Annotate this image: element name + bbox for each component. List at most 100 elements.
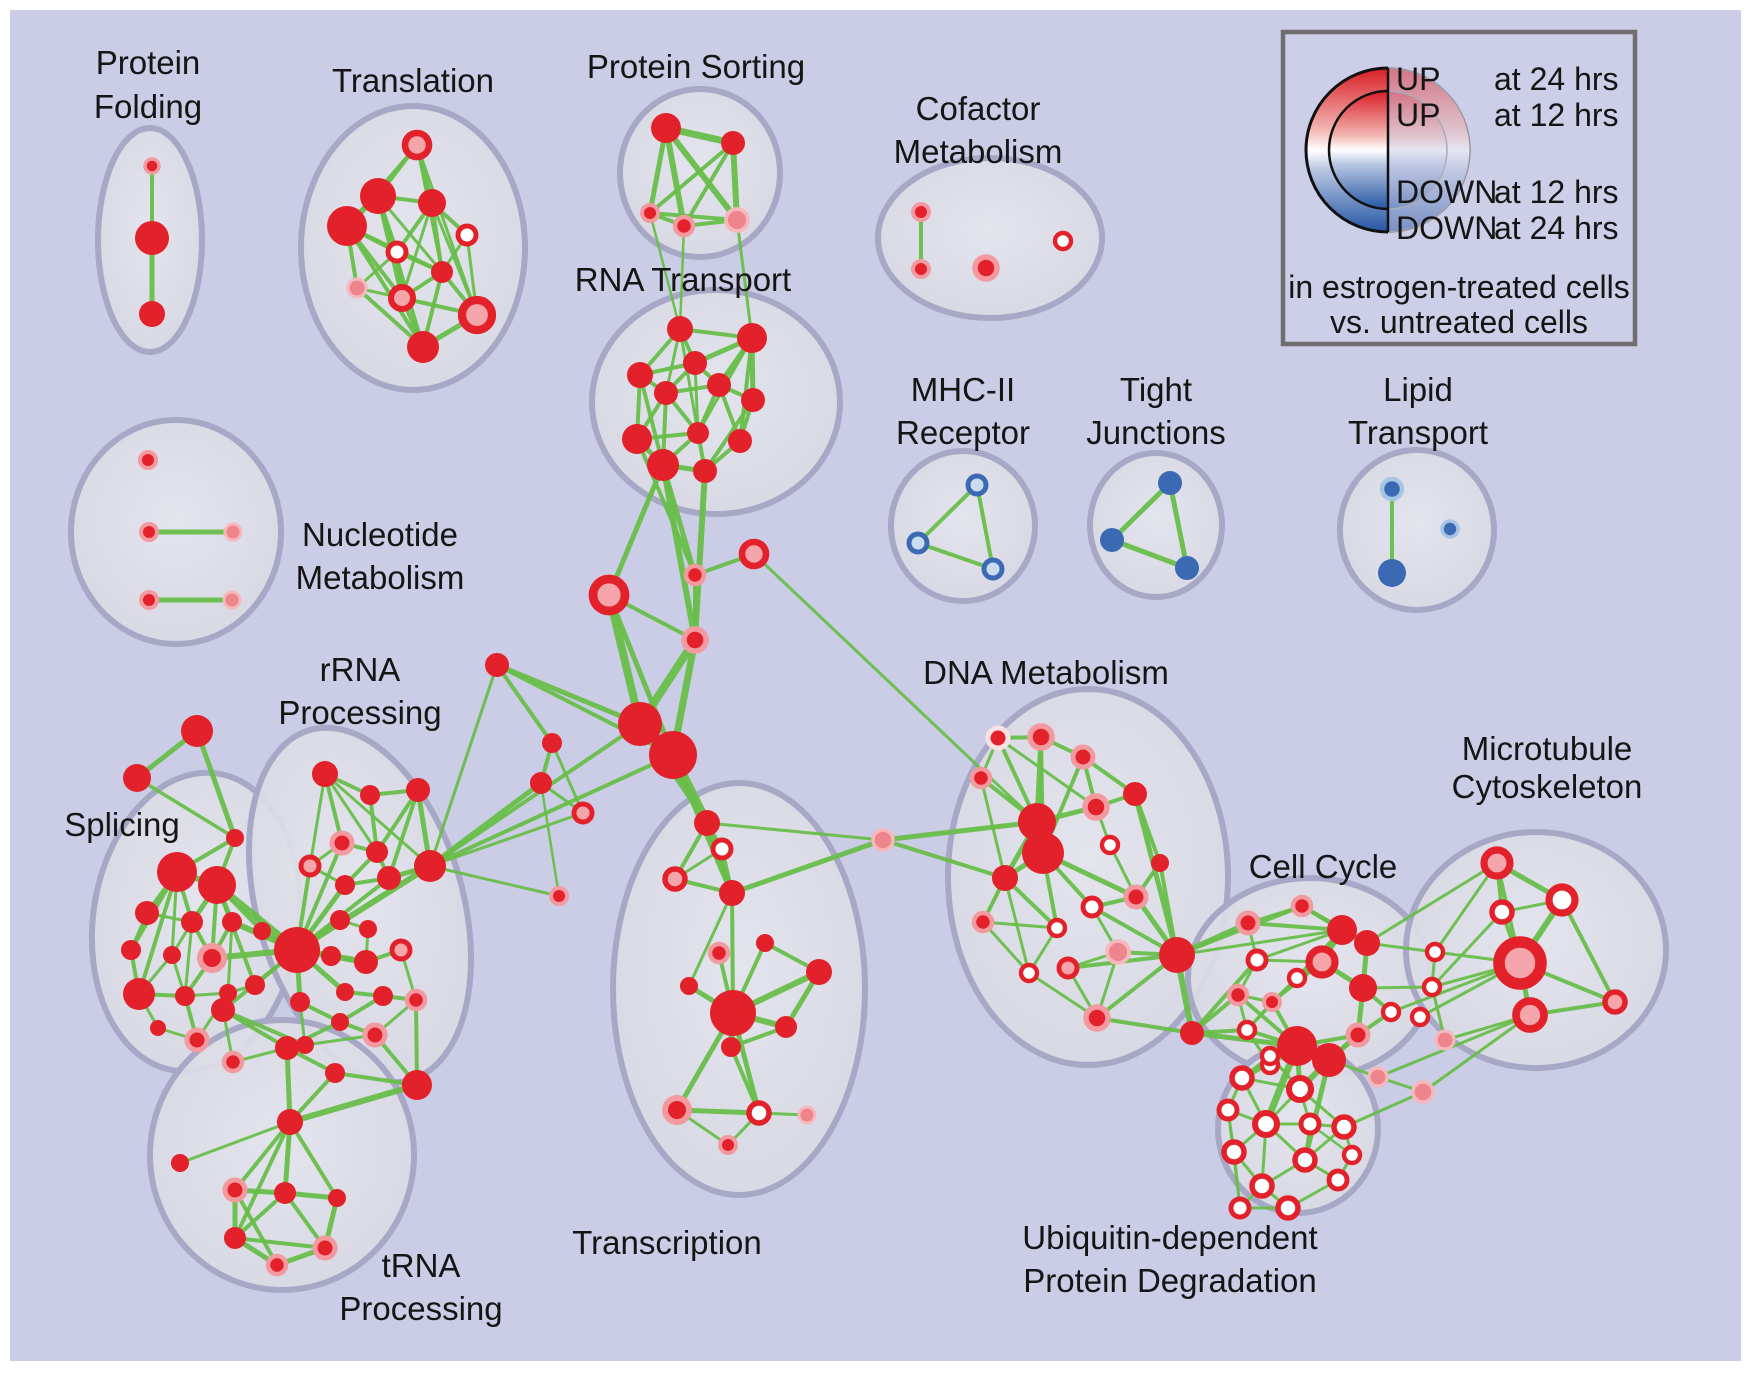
network-edge xyxy=(678,327,700,435)
network-node-red-solid xyxy=(728,429,752,453)
network-node-red-ring-white xyxy=(1285,1074,1315,1104)
network-node-red-solid xyxy=(710,990,756,1036)
network-node-red-halo-pink xyxy=(718,1135,738,1155)
network-node-red-solid xyxy=(622,424,652,454)
network-edge xyxy=(606,462,666,598)
network-edge xyxy=(308,772,327,868)
network-edge xyxy=(1190,958,1259,1035)
network-node-red-solid xyxy=(1349,974,1377,1002)
network-node-red-ring-white xyxy=(1259,1045,1281,1067)
network-node-red-ring-white xyxy=(1331,1114,1357,1140)
network-edge xyxy=(605,591,644,728)
network-node-red-halo-pink xyxy=(139,522,159,542)
network-node-red-solid xyxy=(647,449,679,481)
network-node-red-ring-white xyxy=(1236,1019,1258,1041)
network-node-red-solid xyxy=(680,977,698,995)
network-node-red-halo-pink xyxy=(184,1027,210,1053)
translation-label: Translation xyxy=(332,62,494,99)
network-node-red-solid xyxy=(135,221,169,255)
network-node-red-ring-white xyxy=(455,223,479,247)
network-node-red-solid xyxy=(135,901,159,925)
network-node-red-ring-white xyxy=(710,837,734,861)
network-node-red-halo-pink xyxy=(1123,884,1149,910)
network-node-blue-ring xyxy=(981,557,1005,581)
network-node-red-solid xyxy=(290,992,310,1012)
network-edge xyxy=(678,224,686,331)
network-node-red-solid xyxy=(694,810,720,836)
network-node-red-solid xyxy=(328,1189,346,1207)
network-node-red-ring-white xyxy=(1046,917,1068,939)
legend-outer-left-arc xyxy=(1304,66,1389,234)
network-node-red-solid xyxy=(1354,930,1380,956)
network-edge xyxy=(981,920,1031,975)
network-edge xyxy=(428,663,499,868)
network-node-red-halo-pink xyxy=(312,1235,338,1261)
legend-row-time: at 12 hrs xyxy=(1494,174,1619,210)
network-edge xyxy=(345,224,425,349)
network-node-red-solid xyxy=(649,731,697,779)
network-node-red-ring-white xyxy=(1275,1195,1301,1221)
network-node-red-ring-pink xyxy=(1056,956,1080,980)
network-node-red-solid xyxy=(737,323,767,353)
legend-box: UP at 24 hrs UP at 12 hrs DOWN at 12 hrs… xyxy=(1280,29,1638,347)
network-node-red-solid xyxy=(321,946,341,966)
network-node-red-solid xyxy=(1123,782,1147,806)
network-node-red-ring-pink xyxy=(588,574,630,616)
legend-row-time: at 24 hrs xyxy=(1494,61,1619,97)
network-node-red-halo-pink xyxy=(681,626,709,654)
network-edge xyxy=(183,920,194,998)
network-node-red-solid xyxy=(1327,915,1357,945)
rna-transport-label: RNA Transport xyxy=(575,261,791,298)
network-edge xyxy=(687,891,734,988)
network-node-red-ring-white xyxy=(1221,1139,1247,1165)
network-node-red-solid xyxy=(402,1070,432,1100)
network-node-red-solid xyxy=(756,934,774,952)
network-node-red-solid xyxy=(198,866,236,904)
mhc-ii-receptor-label: Receptor xyxy=(896,414,1030,451)
network-edge xyxy=(428,753,675,868)
network-node-red-solid xyxy=(171,1154,189,1172)
legend-row-dir: UP xyxy=(1396,97,1440,133)
network-edge xyxy=(981,920,1059,930)
network-node-red-solid xyxy=(406,778,430,802)
network-node-red-halo-pink xyxy=(911,202,931,222)
network-node-red-solid xyxy=(418,189,446,217)
legend-inner-left-arc xyxy=(1327,89,1389,211)
network-node-red-solid xyxy=(431,261,453,283)
network-node-red-halo-pink xyxy=(222,1177,248,1203)
network-node-red-solid xyxy=(719,880,745,906)
network-node-red-ring-white xyxy=(1421,976,1443,998)
network-node-pink-solid xyxy=(222,590,242,610)
network-node-red-halo-pink xyxy=(971,910,995,934)
network-node-red-ring-white xyxy=(385,240,409,264)
network-edge xyxy=(648,141,735,215)
network-node-red-solid xyxy=(618,702,662,746)
network-edge xyxy=(916,541,995,571)
network-edge xyxy=(703,398,755,473)
network-node-red-halo-pink xyxy=(1262,992,1282,1012)
network-edge xyxy=(916,483,979,545)
network-edge xyxy=(705,821,885,842)
cluster-tight-junctions xyxy=(1087,450,1225,600)
network-node-red-solid xyxy=(667,316,693,342)
network-node-red-halo-pink xyxy=(362,1022,388,1048)
network-edge xyxy=(648,211,739,222)
network-node-red-ring-pink xyxy=(1480,846,1514,880)
network-edge xyxy=(1246,921,1344,932)
network-node-red-solid xyxy=(181,715,213,747)
network-node-blue-solid xyxy=(1100,528,1124,552)
network-node-pink-solid xyxy=(1367,1066,1389,1088)
network-node-red-halo-pink xyxy=(221,1050,245,1074)
network-node-red-solid xyxy=(123,978,155,1010)
network-node-red-ring-pink xyxy=(298,854,322,878)
network-node-red-ring-pink xyxy=(457,295,497,335)
splicing-label: Splicing xyxy=(64,806,180,843)
network-node-pink-solid xyxy=(1105,939,1131,965)
microtubule-cytoskeleton-label: Microtubule xyxy=(1462,730,1633,767)
network-node-red-ring-pink xyxy=(1305,945,1339,979)
network-node-blue-solid xyxy=(1158,471,1182,495)
network-edge xyxy=(323,772,379,854)
network-node-red-halo-pink xyxy=(1027,723,1055,751)
network-node-red-ring-white xyxy=(1229,1065,1255,1091)
